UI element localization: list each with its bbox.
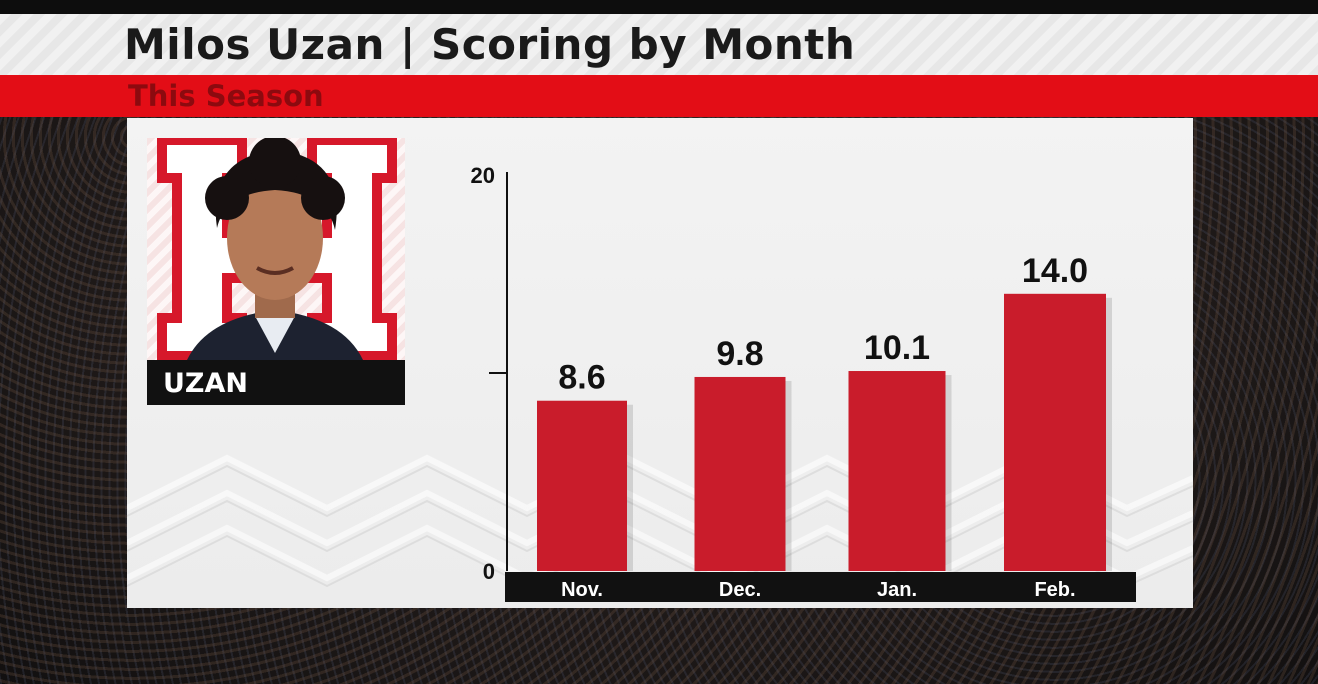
value-label: 10.1 bbox=[864, 329, 930, 367]
chart-panel: UZAN 0 20 8.6 Nov. 9.8 Dec. 10.1 Jan. 14.0 Feb. bbox=[127, 118, 1193, 608]
y-tick-label: 0 bbox=[483, 559, 495, 584]
subtitle-band: This Season bbox=[0, 75, 1318, 117]
y-tick-label: 20 bbox=[471, 163, 495, 188]
player-headshot bbox=[147, 138, 405, 360]
x-tick-label: Feb. bbox=[1034, 579, 1075, 601]
x-tick-label: Jan. bbox=[877, 579, 917, 601]
value-label: 8.6 bbox=[558, 359, 605, 397]
value-label: 14.0 bbox=[1022, 252, 1088, 290]
value-label: 9.8 bbox=[716, 335, 763, 373]
bar-jan bbox=[848, 371, 946, 571]
title-bar: Milos Uzan | Scoring by Month bbox=[0, 14, 1318, 75]
player-name: UZAN bbox=[163, 368, 248, 399]
chart-title: Milos Uzan | Scoring by Month bbox=[124, 20, 856, 69]
bar-dec bbox=[694, 376, 786, 571]
x-label-bar bbox=[505, 572, 1136, 602]
x-tick-label: Dec. bbox=[719, 579, 761, 601]
top-strip bbox=[0, 0, 1318, 14]
bar-chart: 0 20 8.6 Nov. 9.8 Dec. 10.1 Jan. 14.0 Feb. bbox=[471, 163, 1136, 602]
bar-feb bbox=[1004, 293, 1106, 571]
team-logo-h-icon bbox=[157, 138, 397, 360]
player-name-bar: UZAN bbox=[147, 360, 405, 405]
x-tick-label: Nov. bbox=[561, 579, 603, 601]
bar-nov bbox=[537, 400, 627, 571]
chart-subtitle: This Season bbox=[128, 79, 324, 113]
